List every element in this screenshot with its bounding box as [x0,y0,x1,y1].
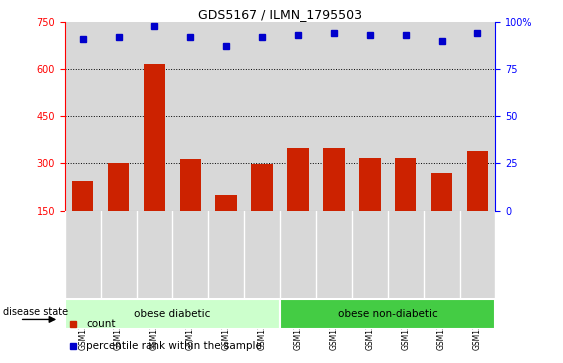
Bar [65,299,280,329]
Bar [431,174,452,211]
Text: obese non-diabetic: obese non-diabetic [338,309,437,319]
Bar [72,181,93,211]
Bar [467,151,488,211]
Bar [359,158,381,211]
Text: percentile rank within the sample: percentile rank within the sample [86,341,262,351]
Text: disease state: disease state [3,307,68,317]
Bar [251,164,273,211]
Text: obese diabetic: obese diabetic [134,309,211,319]
Bar [395,158,417,211]
Bar [144,64,166,211]
Text: count: count [86,319,116,329]
Bar [180,159,201,211]
Bar [280,299,495,329]
Title: GDS5167 / ILMN_1795503: GDS5167 / ILMN_1795503 [198,8,362,21]
Bar [108,163,129,211]
Bar [287,148,309,211]
Bar [216,195,237,211]
Bar [323,148,345,211]
